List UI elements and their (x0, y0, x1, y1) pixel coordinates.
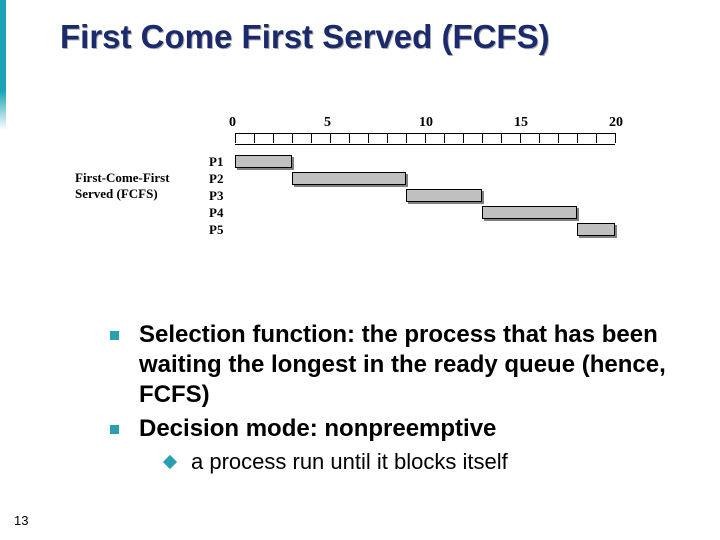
axis-tick (292, 133, 293, 143)
axis-tick (444, 133, 445, 143)
axis-tick (615, 133, 616, 143)
axis-tick (387, 133, 388, 143)
axis-tick (368, 133, 369, 143)
axis-tick (349, 133, 350, 143)
content-area: Selection function: the process that has… (110, 320, 680, 476)
chart-side-label-line2: Served (FCFS) (75, 186, 158, 201)
diamond-bullet-icon (163, 455, 177, 469)
axis-tick (558, 133, 559, 143)
sub-bullet-text: a process run until it blocks itself (191, 448, 508, 476)
axis-tick (577, 133, 578, 143)
square-bullet-icon (110, 331, 119, 340)
process-label: P1 (209, 154, 223, 170)
process-label: P5 (209, 222, 223, 238)
sub-bullet-item: a process run until it blocks itself (165, 448, 680, 476)
page-number: 13 (14, 513, 28, 528)
axis-tick-label: 20 (609, 115, 623, 131)
axis-tick (539, 133, 540, 143)
axis-tick-label: 5 (324, 115, 331, 131)
axis-tick (520, 133, 521, 143)
process-bar (292, 172, 406, 185)
process-bar (482, 206, 577, 219)
axis-tick (235, 133, 236, 143)
process-bar (406, 189, 482, 202)
gantt-chart: First-Come-First Served (FCFS) 0 5 10 15 20 P… (75, 115, 650, 275)
axis-tick (330, 133, 331, 143)
bullet-text: Decision mode: nonpreemptive (139, 414, 496, 444)
axis-tick (406, 133, 407, 143)
process-label: P3 (209, 188, 223, 204)
square-bullet-icon (110, 425, 119, 434)
page-title: First Come First Served (FCFS) (60, 18, 550, 56)
axis-tick (501, 133, 502, 143)
axis-tick (311, 133, 312, 143)
process-bar (577, 223, 615, 236)
axis-tick (596, 133, 597, 143)
chart-side-label-line1: First-Come-First (75, 170, 170, 185)
axis-tick-label: 15 (514, 115, 528, 131)
axis-tick (273, 133, 274, 143)
axis-tick-label: 10 (419, 115, 433, 131)
chart-side-label: First-Come-First Served (FCFS) (75, 170, 170, 201)
axis-tick (463, 133, 464, 143)
process-label: P2 (209, 171, 223, 187)
axis-tick (254, 133, 255, 143)
axis-tick (482, 133, 483, 143)
bullet-text: Selection function: the process that has… (139, 320, 680, 410)
accent-bar (0, 0, 6, 130)
axis-tick (425, 133, 426, 143)
axis-tick-label: 0 (229, 115, 236, 131)
process-label: P4 (209, 205, 223, 221)
process-bar (235, 155, 292, 168)
bullet-item: Decision mode: nonpreemptive (110, 414, 680, 444)
bullet-item: Selection function: the process that has… (110, 320, 680, 410)
